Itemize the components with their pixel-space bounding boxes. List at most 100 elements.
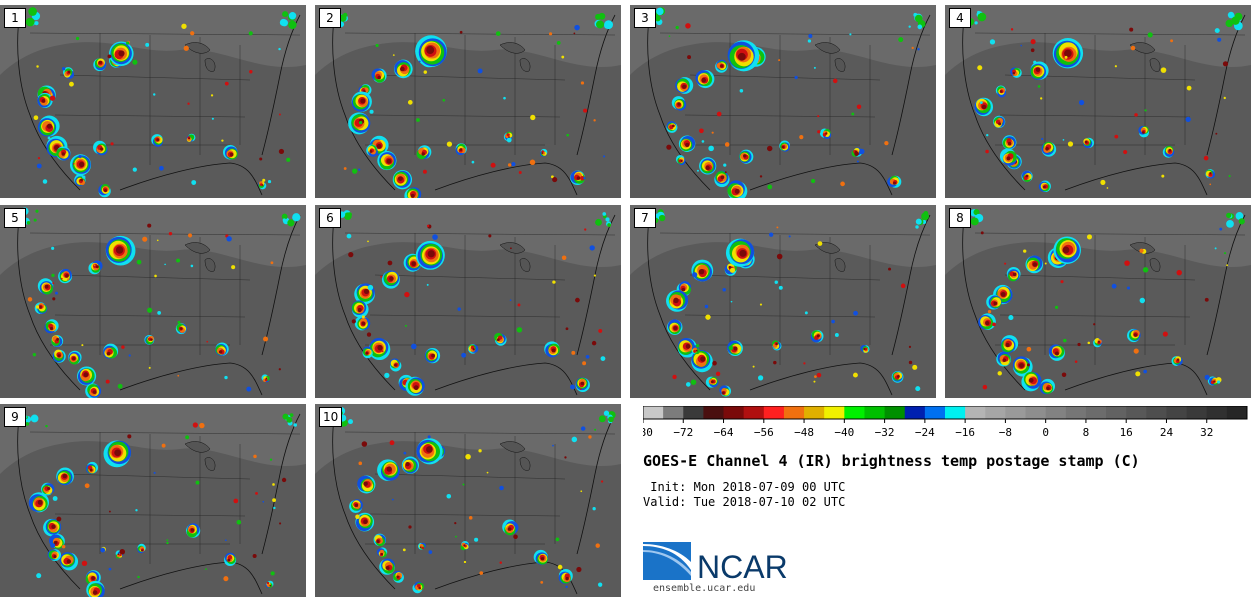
storm-speck xyxy=(259,157,263,161)
storm-speck xyxy=(27,297,33,302)
storm-cell xyxy=(100,147,104,151)
storm-speck xyxy=(1133,348,1139,354)
colorbar-segment xyxy=(1206,406,1228,419)
storm-cell xyxy=(78,161,85,168)
storm-speck xyxy=(387,260,393,266)
cloud-streak xyxy=(289,413,294,418)
satellite-map xyxy=(630,5,936,198)
storm-cell xyxy=(418,586,422,590)
storm-cell xyxy=(1000,291,1006,297)
storm-cell xyxy=(41,99,46,103)
cloud-streak xyxy=(977,214,982,219)
storm-speck xyxy=(1100,179,1106,185)
storm-speck xyxy=(75,36,80,41)
storm-cell xyxy=(1045,146,1049,151)
colorbar-segment xyxy=(924,406,946,419)
storm-cell xyxy=(564,573,570,579)
storm-cell xyxy=(463,544,466,547)
storm-speck xyxy=(272,498,276,503)
storm-cell xyxy=(671,124,675,128)
storm-speck xyxy=(486,471,489,474)
storm-speck xyxy=(834,333,839,337)
storm-cell xyxy=(114,449,121,457)
storm-speck xyxy=(211,117,214,120)
satellite-map xyxy=(315,5,621,198)
storm-speck xyxy=(221,139,224,142)
storm-cell xyxy=(1002,358,1007,363)
storm-speck xyxy=(696,169,699,172)
storm-speck xyxy=(1139,297,1146,304)
storm-cell xyxy=(693,350,696,353)
storm-speck xyxy=(1223,96,1226,100)
storm-speck xyxy=(168,231,173,236)
storm-speck xyxy=(177,374,180,377)
cloud-streak xyxy=(290,221,294,225)
storm-cell xyxy=(118,50,125,57)
cloud-streak xyxy=(1225,19,1234,28)
map-shading xyxy=(0,404,306,474)
storm-speck xyxy=(566,133,569,137)
ncar-logo-svg: NCAR xyxy=(643,542,788,585)
storm-cell xyxy=(739,249,747,257)
storm-cell xyxy=(49,326,54,331)
storm-cell xyxy=(92,590,98,595)
storm-speck xyxy=(35,305,40,309)
storm-speck xyxy=(269,458,273,461)
storm-speck xyxy=(571,350,576,355)
storm-speck xyxy=(722,287,726,292)
storm-cell xyxy=(781,145,785,149)
storm-speck xyxy=(367,240,369,243)
storm-speck xyxy=(176,258,181,263)
storm-speck xyxy=(1004,262,1007,265)
storm-cell xyxy=(411,261,416,267)
member-panel: 10 xyxy=(315,404,621,597)
storm-speck xyxy=(358,168,361,171)
storm-cell xyxy=(53,540,58,545)
storm-speck xyxy=(583,177,586,180)
storm-speck xyxy=(580,176,585,181)
storm-cell xyxy=(389,276,394,281)
storm-speck xyxy=(224,375,228,380)
storm-cell xyxy=(733,346,738,351)
colorbar-segment xyxy=(1226,406,1248,419)
storm-cell xyxy=(156,138,160,142)
storm-speck xyxy=(81,344,84,347)
storm-speck xyxy=(1170,39,1174,43)
storm-cell xyxy=(227,558,231,562)
storm-cell xyxy=(413,385,419,391)
storm-cell xyxy=(1062,246,1070,254)
member-number: 7 xyxy=(634,208,656,228)
storm-cell xyxy=(775,342,778,346)
storm-speck xyxy=(766,145,773,152)
storm-cell xyxy=(386,158,392,164)
colorbar-segment xyxy=(864,406,886,419)
storm-speck xyxy=(262,178,266,182)
state-borders xyxy=(344,32,616,165)
storm-speck xyxy=(594,428,597,431)
storm-cell xyxy=(673,297,679,304)
storm-speck xyxy=(917,48,920,51)
cloud-streak xyxy=(914,14,923,23)
satellite-map xyxy=(315,205,621,398)
storm-speck xyxy=(989,39,996,45)
storm-cell xyxy=(66,559,72,564)
storm-speck xyxy=(84,483,90,489)
colorbar-segment xyxy=(1146,406,1167,419)
coastline xyxy=(962,9,1246,196)
storm-cell xyxy=(38,305,42,309)
storm-speck xyxy=(380,275,383,278)
storm-speck xyxy=(592,507,596,511)
storm-cell xyxy=(677,102,681,106)
coastline xyxy=(647,209,931,396)
storm-speck xyxy=(908,360,913,365)
storm-speck xyxy=(517,303,521,307)
storm-speck xyxy=(776,253,783,260)
storm-cell xyxy=(1032,262,1038,267)
storm-speck xyxy=(205,568,207,571)
valid-line: Valid: Tue 2018-07-10 02 UTC xyxy=(643,495,845,509)
storm-speck xyxy=(166,539,169,542)
storm-speck xyxy=(1106,187,1109,189)
colorbar-tick-label: −48 xyxy=(794,426,814,439)
storm-speck xyxy=(108,567,112,571)
storm-cell xyxy=(426,446,433,453)
